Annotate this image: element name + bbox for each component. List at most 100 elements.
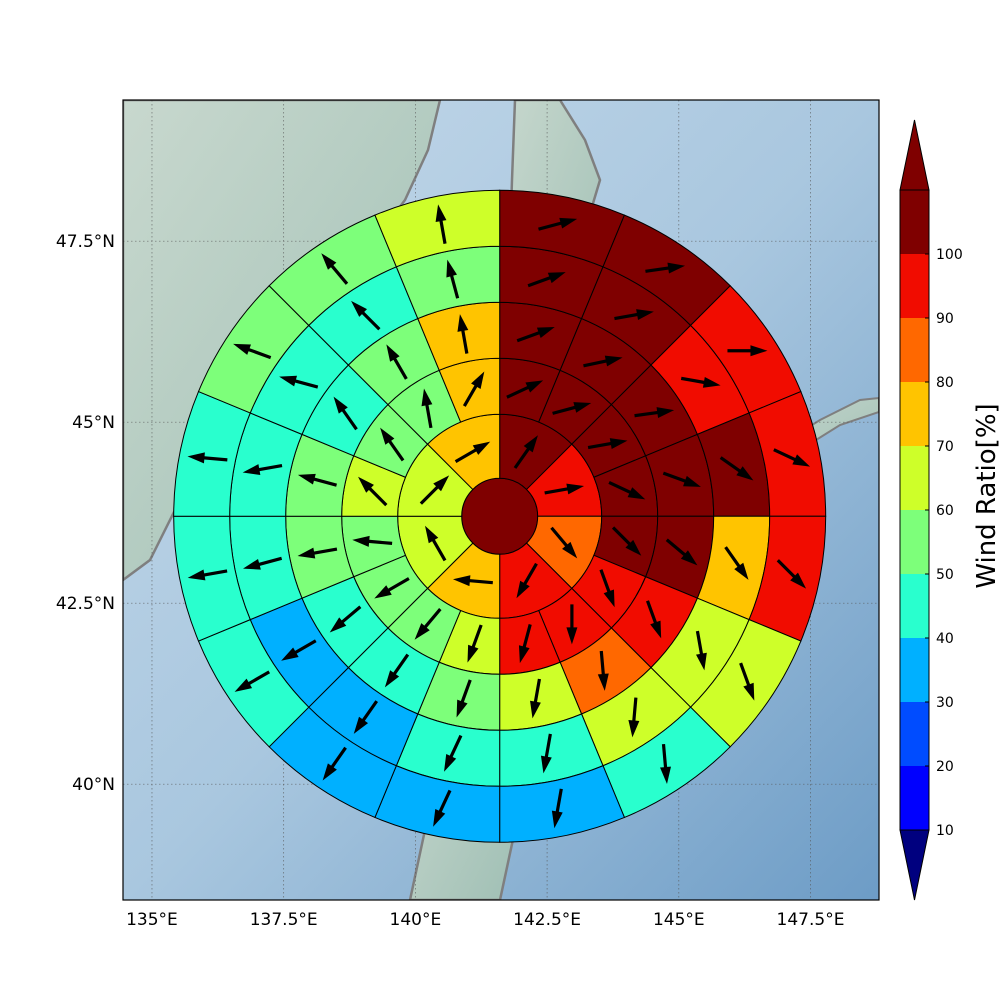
wind-arrow — [544, 483, 585, 495]
colorbar-tick-label: 90 — [936, 311, 954, 327]
wind-arrow — [527, 272, 566, 288]
lat-tick-label: 47.5°N — [56, 232, 115, 252]
wind-arrow — [425, 525, 447, 562]
wind-arrow — [680, 376, 721, 388]
colorbar-tick-label: 40 — [936, 631, 954, 647]
wind-arrow — [611, 526, 642, 556]
colorbar-segment — [900, 254, 929, 318]
lat-tick-label: 40°N — [72, 775, 115, 795]
wind-arrow — [333, 396, 358, 431]
colorbar-segment — [900, 574, 929, 638]
wind-arrow — [776, 559, 807, 589]
wind-arrow — [353, 700, 379, 734]
wind-arrow — [566, 604, 578, 645]
wind-arrow — [384, 653, 410, 688]
wind-arrow — [352, 535, 393, 547]
wind-arrow — [233, 343, 272, 360]
wind-arrow — [608, 481, 646, 500]
lat-tick-labels: 47.5°N 45°N 42.5°N 40°N — [56, 232, 115, 795]
colorbar-segment — [900, 446, 929, 510]
wind-arrow — [456, 679, 472, 718]
wind-arrow — [551, 788, 563, 829]
wind-arrow — [187, 569, 228, 581]
sector-cell — [374, 189, 501, 268]
colorbar-segment — [900, 638, 929, 702]
wind-arrow — [374, 577, 410, 599]
wind-arrow — [321, 253, 349, 285]
wind-arrow — [351, 300, 381, 331]
colorbar-segment — [900, 510, 929, 574]
lat-tick-label: 42.5°N — [56, 594, 115, 614]
lat-tick-label: 45°N — [72, 413, 115, 433]
wind-arrow — [516, 562, 538, 599]
colorbar-tick-labels: 10 20 30 40 50 60 70 80 90 100 — [925, 247, 963, 839]
wind-arrow — [773, 448, 811, 467]
wind-arrow — [665, 538, 698, 566]
colorbar-segment — [900, 766, 929, 830]
lon-tick-label: 142.5°E — [513, 910, 581, 930]
wind-arrow — [587, 438, 628, 450]
wind-arrow — [719, 456, 754, 481]
wind-arrow — [386, 344, 408, 380]
wind-arrow — [234, 670, 271, 692]
wind-arrow — [454, 441, 491, 464]
colorbar-tick-label: 70 — [936, 439, 954, 455]
colorbar-tick-label: 50 — [936, 567, 954, 583]
wind-arrow — [243, 556, 283, 570]
wind-arrow — [516, 327, 555, 343]
wind-arrow — [540, 733, 552, 774]
wind-arrow — [279, 375, 319, 389]
wind-arrow — [530, 678, 542, 719]
wind-arrow — [457, 314, 469, 354]
wind-arrow — [538, 217, 578, 231]
wind-arrow — [281, 639, 317, 661]
wind-arrow — [380, 427, 405, 462]
colorbar-tick-label: 10 — [936, 823, 954, 839]
colorbar-segment — [900, 190, 929, 254]
wind-arrow — [358, 476, 388, 507]
lon-tick-labels: 135°E 137.5°E 140°E 142.5°E 145°E 147.5°E — [126, 910, 844, 930]
wind-arrow — [513, 435, 538, 469]
wind-arrow — [552, 402, 592, 415]
wind-arrow — [599, 569, 615, 608]
wind-arrow — [444, 734, 463, 772]
wind-arrow — [297, 547, 338, 559]
wind-arrow — [467, 624, 483, 663]
wind-arrow — [421, 388, 433, 429]
wind-arrow — [446, 259, 460, 299]
wind-arrow — [583, 355, 623, 368]
colorbar-segment — [900, 702, 929, 766]
colorbar-tick-label: 80 — [936, 375, 954, 391]
colorbar-tick-label: 30 — [936, 695, 954, 711]
wind-arrow — [414, 608, 442, 640]
colorbar-segment — [900, 382, 929, 446]
wind-arrow — [662, 471, 701, 487]
wind-arrow — [660, 744, 671, 784]
colorbar-label: Wind Ratio[%] — [972, 403, 1000, 588]
wind-arrow — [462, 371, 485, 407]
colorbar-segment — [900, 318, 929, 382]
wind-arrow — [242, 464, 283, 476]
map-frame — [122, 99, 880, 901]
colorbar — [899, 119, 930, 901]
wind-arrow — [297, 473, 337, 487]
wind-arrow — [739, 662, 755, 701]
colorbar-tick-label: 20 — [936, 759, 954, 775]
wind-arrow — [518, 624, 532, 664]
wind-arrow — [645, 262, 686, 274]
wind-arrow — [550, 526, 578, 559]
colorbar-tick-label: 100 — [936, 247, 963, 263]
wind-arrow — [634, 407, 675, 418]
wind-arrow — [724, 546, 749, 580]
colorbar-under-extension — [899, 829, 930, 901]
wind-arrow — [727, 345, 768, 357]
wind-arrow — [614, 309, 654, 321]
lon-tick-label: 147.5°E — [777, 910, 845, 930]
wind-arrow — [419, 475, 450, 505]
lon-tick-label: 145°E — [653, 910, 705, 930]
wind-arrow — [506, 380, 544, 399]
lon-tick-label: 135°E — [126, 910, 178, 930]
wind-arrow — [695, 630, 707, 671]
wind-ratio-sectors — [173, 189, 827, 843]
